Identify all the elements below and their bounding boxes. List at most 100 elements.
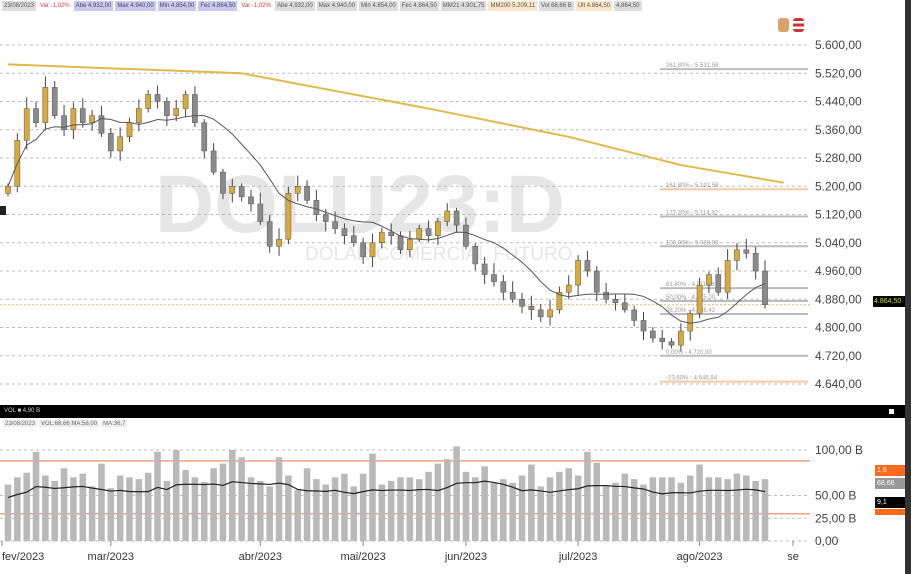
candle[interactable]: [42, 87, 49, 123]
candle[interactable]: [229, 186, 236, 194]
right-scrollbar[interactable]: [905, 0, 911, 574]
candle[interactable]: [762, 270, 768, 305]
quote-chip: Max 4.940,00: [115, 1, 156, 11]
panel-maximize-icon[interactable]: [889, 409, 894, 414]
candle[interactable]: [631, 309, 637, 321]
candle[interactable]: [201, 122, 208, 152]
candle[interactable]: [117, 136, 123, 152]
candle[interactable]: [164, 101, 170, 116]
watermark-symbol: DOLU23:D: [155, 159, 565, 250]
volume-bar: [313, 479, 320, 541]
candle[interactable]: [257, 203, 264, 222]
volume-bar: [14, 477, 21, 541]
candle[interactable]: [51, 87, 58, 116]
candle[interactable]: [360, 242, 366, 258]
candle[interactable]: [70, 108, 77, 130]
candle[interactable]: [388, 231, 394, 236]
time-tick-label: se: [787, 551, 799, 563]
candle[interactable]: [500, 281, 507, 293]
candle[interactable]: [556, 291, 563, 311]
candle[interactable]: [444, 210, 451, 222]
left-scroll-marker[interactable]: [0, 206, 6, 215]
candle[interactable]: [154, 94, 161, 102]
candle[interactable]: [696, 284, 703, 314]
candle[interactable]: [5, 186, 11, 194]
volume-bar: [107, 488, 115, 541]
candle[interactable]: [61, 115, 67, 130]
volume-tick-label: 50,00 B: [815, 489, 856, 503]
candle[interactable]: [266, 221, 273, 247]
candle[interactable]: [565, 284, 572, 293]
candle[interactable]: [584, 260, 591, 272]
time-tick-label: fev/2023: [2, 551, 44, 563]
time-tick-label: abr/2023: [239, 551, 282, 563]
candle[interactable]: [79, 108, 86, 123]
candle[interactable]: [668, 341, 675, 346]
candle[interactable]: [173, 108, 180, 116]
candle[interactable]: [575, 260, 581, 286]
candle[interactable]: [210, 150, 217, 173]
candle[interactable]: [350, 235, 357, 243]
volume-bar: [715, 477, 722, 541]
candle[interactable]: [322, 214, 329, 222]
volume-bar: [32, 451, 40, 541]
candle[interactable]: [98, 115, 105, 134]
candle[interactable]: [537, 309, 544, 318]
candle[interactable]: [23, 108, 30, 141]
candle[interactable]: [724, 260, 731, 293]
candle[interactable]: [294, 186, 301, 194]
candle[interactable]: [659, 337, 666, 342]
candle[interactable]: [285, 193, 292, 240]
candle[interactable]: [276, 238, 282, 247]
candle[interactable]: [136, 108, 142, 123]
candle[interactable]: [519, 299, 525, 307]
candle[interactable]: [341, 228, 348, 236]
candle[interactable]: [481, 263, 488, 275]
quote-chip: Ult 4.864,50: [575, 1, 613, 11]
candle[interactable]: [678, 330, 684, 346]
candle[interactable]: [715, 274, 722, 293]
candle[interactable]: [397, 235, 404, 251]
candle[interactable]: [192, 94, 198, 123]
candle[interactable]: [89, 115, 95, 123]
candle[interactable]: [332, 221, 338, 229]
candle[interactable]: [182, 94, 189, 109]
candle[interactable]: [734, 249, 740, 261]
candle[interactable]: [425, 228, 432, 236]
candle[interactable]: [687, 313, 694, 332]
candle[interactable]: [528, 306, 535, 311]
candle[interactable]: [126, 122, 133, 138]
volume-panel-header[interactable]: VOL ■ 4,90 B: [0, 405, 905, 418]
candle[interactable]: [463, 224, 469, 247]
candle[interactable]: [107, 133, 114, 152]
volume-bar: [135, 479, 143, 541]
candle[interactable]: [416, 228, 423, 240]
candle[interactable]: [650, 330, 656, 339]
candle[interactable]: [603, 291, 609, 300]
candle[interactable]: [369, 242, 376, 258]
candle[interactable]: [453, 210, 460, 226]
candle[interactable]: [640, 320, 647, 332]
candle[interactable]: [509, 291, 516, 300]
candle[interactable]: [612, 299, 619, 304]
candle[interactable]: [145, 94, 152, 109]
candle[interactable]: [547, 309, 553, 318]
candle[interactable]: [33, 108, 39, 123]
volume-bar: [462, 471, 470, 541]
candle[interactable]: [304, 186, 310, 201]
candle[interactable]: [379, 231, 385, 243]
candle[interactable]: [238, 186, 245, 198]
candle[interactable]: [621, 302, 628, 311]
candle[interactable]: [743, 249, 750, 254]
candle[interactable]: [313, 200, 320, 215]
candle[interactable]: [435, 221, 441, 236]
candle[interactable]: [593, 270, 600, 293]
candle[interactable]: [752, 253, 759, 272]
candle[interactable]: [407, 238, 413, 251]
candle[interactable]: [491, 274, 497, 282]
candle[interactable]: [706, 274, 712, 286]
candle[interactable]: [248, 196, 254, 205]
candle[interactable]: [220, 171, 226, 194]
candle[interactable]: [472, 246, 479, 265]
